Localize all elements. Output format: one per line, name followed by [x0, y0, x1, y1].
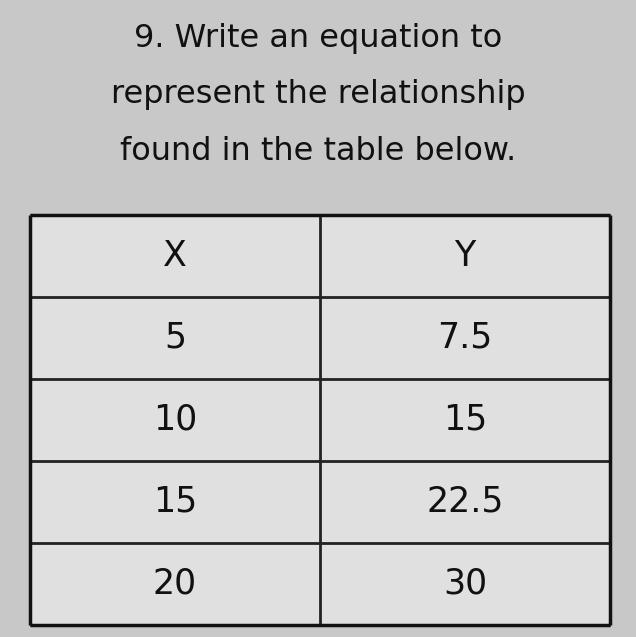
Text: 9. Write an equation to: 9. Write an equation to	[134, 22, 502, 54]
Text: found in the table below.: found in the table below.	[120, 136, 516, 168]
Text: Y: Y	[454, 239, 476, 273]
Text: 30: 30	[443, 567, 487, 601]
Text: 10: 10	[153, 403, 197, 437]
Bar	[30, 215, 610, 625]
Text: 5: 5	[164, 321, 186, 355]
Text: 20: 20	[153, 567, 197, 601]
Text: X: X	[163, 239, 187, 273]
Text: 7.5: 7.5	[438, 321, 493, 355]
Text: 15: 15	[153, 485, 197, 519]
Text: 15: 15	[443, 403, 487, 437]
Text: 22.5: 22.5	[426, 485, 504, 519]
Text: represent the relationship: represent the relationship	[111, 80, 525, 110]
